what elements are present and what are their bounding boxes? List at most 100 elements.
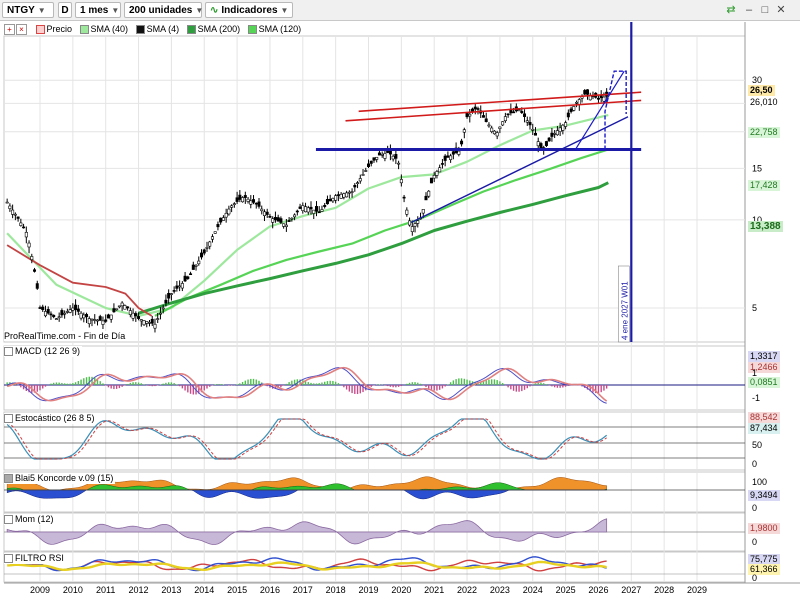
candle-body [98,316,102,321]
candle-body [342,193,346,198]
candle-body [394,154,398,159]
candle-body [481,115,485,118]
candle-body [254,202,258,205]
candle-body [257,201,261,207]
candle-body [85,314,89,318]
x-tick-label: 2019 [358,585,378,595]
macd-panel-label[interactable]: MACD (12 26 9) [4,346,83,357]
candle-body [117,305,121,308]
period-selector[interactable]: 1 mes ▼ [75,2,121,18]
candle-body [375,156,379,160]
projection-dashed [604,70,627,150]
units-selector[interactable]: 200 unidades ▼ [124,2,204,18]
candle-body [13,213,17,216]
candle-body [290,217,294,220]
ticker-selector[interactable]: NTGY ▼ [2,2,54,18]
indicator-panels [4,366,745,575]
close-icon[interactable]: ✕ [776,4,786,16]
candle-body [139,319,143,322]
candle-body [260,208,264,212]
stoch-swatch [4,414,13,424]
y-tick-label: 5 [752,303,757,313]
candle-body [16,216,20,219]
koncorde-tick-0: 0 [752,503,758,513]
stoch-panel-label[interactable]: Estocástico (26 8 5) [4,413,97,424]
period-code-button[interactable]: D [58,2,72,18]
x-tick-label: 2015 [227,585,247,595]
candle-body [443,155,447,161]
candle-body [460,140,464,145]
candle-body [54,318,58,320]
legend-swatch-sma120 [247,25,257,35]
legend-sma200[interactable]: SMA (200) [197,24,241,34]
macd-swatch [4,347,13,357]
candle-body [186,276,190,279]
chevron-down-icon: ▼ [195,6,204,15]
candle-body [440,163,444,165]
candle-body [241,197,245,203]
candle-body [35,283,39,289]
candle-body [265,211,269,215]
koncorde-green-area [6,482,607,491]
source-footer: ProRealTime.com - Fin de Día [4,331,126,341]
candle-body [82,314,86,319]
x-tick-label: 2022 [457,585,477,595]
minimize-icon[interactable]: – [745,4,753,16]
candle-body [533,132,537,136]
candle-body [380,153,384,156]
candle-body [197,260,201,265]
panel-frame [3,345,746,411]
candle-body [413,223,417,227]
candle-body [169,293,173,295]
mom-panel-label[interactable]: Mom (12) [4,514,56,525]
candle-body [391,155,395,160]
legend-swatch-sma200 [186,25,196,35]
legend-sma40[interactable]: SMA (40) [90,24,129,34]
maximize-icon[interactable]: □ [761,4,769,16]
candle-body [148,322,152,324]
candle-body [175,285,179,289]
x-tick-label: 2009 [30,585,50,595]
candle-body [312,209,316,214]
chart-grid [3,22,800,584]
candle-body [435,171,439,176]
x-tick-label: 2018 [326,585,346,595]
ticker-label: NTGY [7,5,35,16]
macd-label-text: MACD (12 26 9) [15,346,81,356]
sync-icon[interactable]: ⇄ [726,4,736,16]
candle-body [11,209,15,215]
trendline-support-rising [410,116,629,224]
x-tick-label: 2023 [490,585,510,595]
candle-body [131,312,135,319]
candle-body [558,127,562,132]
candle-body [575,101,579,104]
candle-body [112,308,116,313]
candle-body [76,308,80,312]
candle-body [243,195,247,198]
stoch-value-1: 88,542 [748,412,780,423]
indicators-button[interactable]: ∿ Indicadores ▼ [205,2,293,18]
candle-body [377,152,381,156]
candle-body [104,319,108,322]
candle-body [172,290,176,292]
add-icon[interactable]: + [4,24,15,36]
candle-body [506,113,510,116]
legend-swatch-sma4 [135,25,145,35]
candle-body [262,211,266,216]
legend-sma4[interactable]: SMA (4) [146,24,180,34]
rsi-swatch [4,554,13,564]
x-tick-label: 2010 [63,585,83,595]
remove-icon[interactable]: × [16,24,27,36]
koncorde-panel-label[interactable]: Blai5 Koncorde v.09 (15) [4,473,116,484]
sma40-badge: 22,758 [748,127,780,138]
legend-price[interactable]: Precio [46,24,73,34]
candle-body [150,318,154,324]
legend-sma120[interactable]: SMA (120) [258,24,302,34]
candle-body [495,132,499,137]
x-tick-label: 2020 [391,585,411,595]
candle-body [63,312,67,315]
candle-body [531,128,535,131]
candle-body [331,198,335,202]
rsi-panel-label[interactable]: FILTRO RSI [4,553,66,564]
